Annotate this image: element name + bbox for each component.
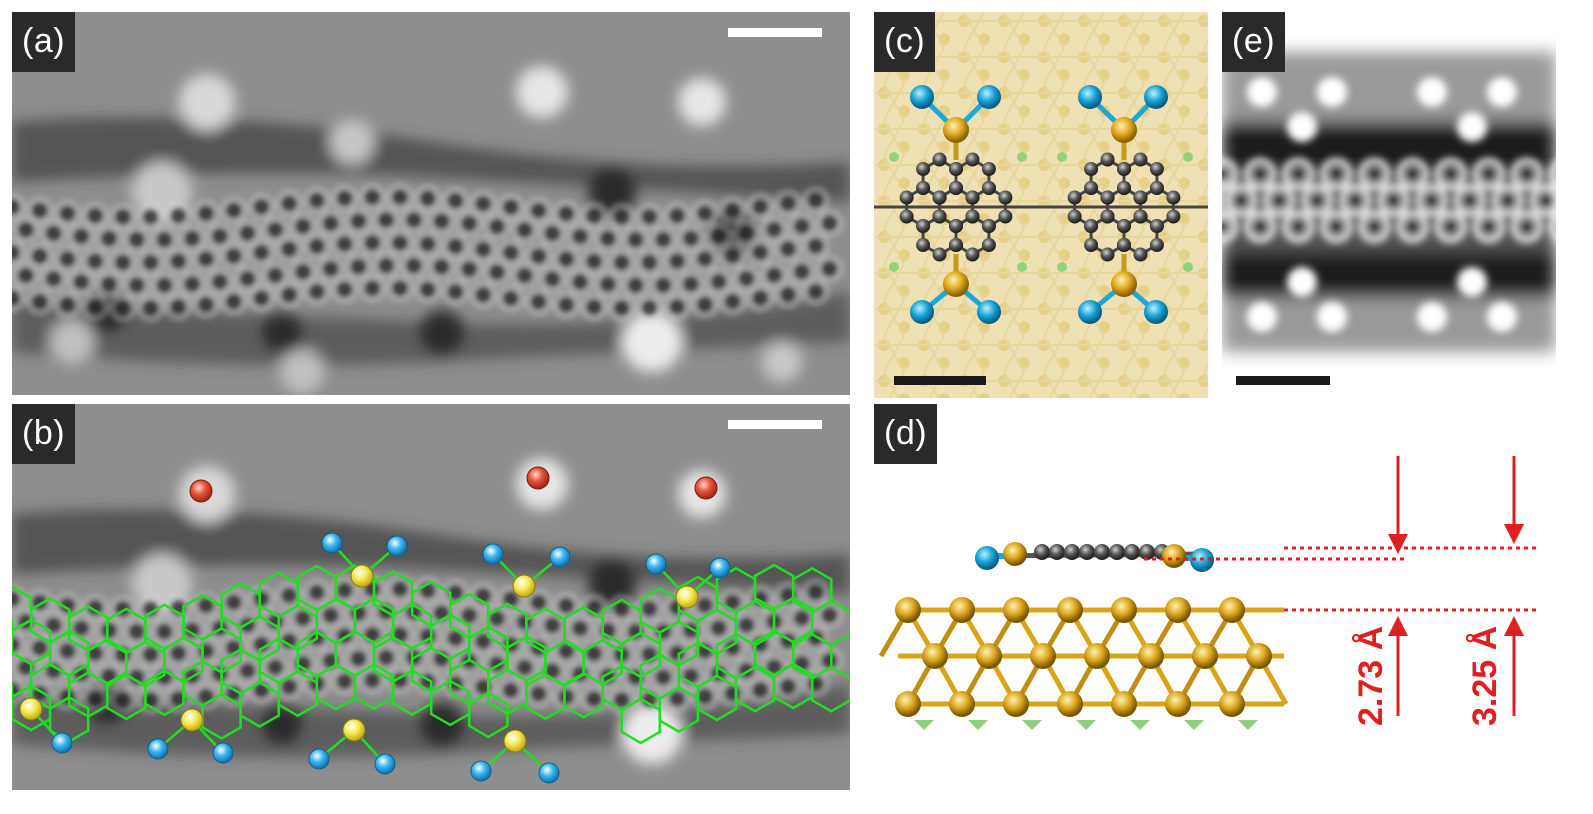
panel-a-image — [12, 12, 850, 395]
panel-e-label: (e) — [1222, 12, 1286, 72]
panel-d-side-view — [878, 456, 1539, 730]
molecule-overlay — [19, 466, 731, 784]
panel-e: (e) — [1222, 12, 1556, 398]
height-label-3-25: 3.25 Å — [1466, 625, 1504, 726]
panel-a: (a) — [12, 12, 850, 395]
gold-substrate — [878, 597, 1289, 730]
panel-a-label: (a) — [12, 12, 76, 72]
panel-c-scalebar — [894, 376, 986, 385]
panel-b-label: (b) — [12, 404, 76, 464]
molecule-side-view — [975, 542, 1214, 572]
panel-a-scalebar — [728, 28, 822, 37]
panel-c-model — [874, 12, 1208, 398]
panel-b-scalebar — [728, 420, 822, 429]
molecule-top-view — [874, 85, 1208, 324]
height-label-2-73: 2.73 Å — [1352, 625, 1390, 726]
panel-c-label: (c) — [874, 12, 936, 72]
panel-b: (b) — [12, 404, 850, 790]
panel-d: (d) 2.73 Å 3.25 Å — [874, 404, 1574, 804]
panel-b-image — [12, 404, 850, 790]
panel-e-simulation — [1222, 12, 1556, 398]
panel-e-scalebar — [1236, 376, 1330, 385]
panel-d-label: (d) — [874, 404, 938, 464]
height-markers — [1144, 456, 1539, 716]
panel-c: (c) — [874, 12, 1208, 398]
graphene-lattice-overlay — [12, 563, 850, 745]
